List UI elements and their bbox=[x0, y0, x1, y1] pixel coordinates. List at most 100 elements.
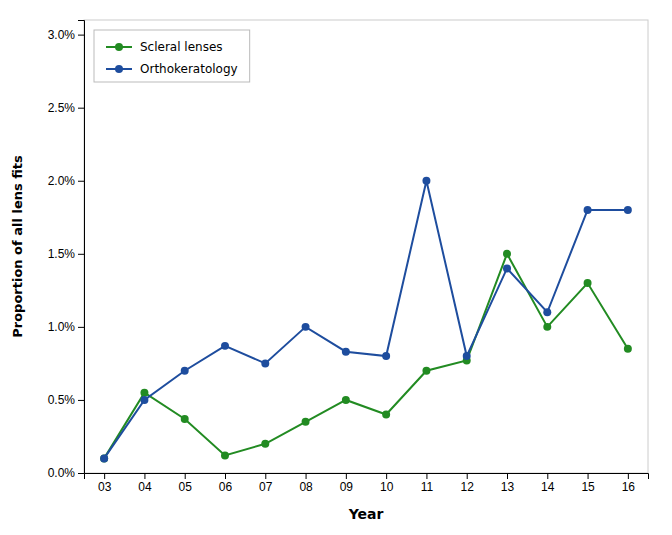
y-axis: 0.0% 0.5% 1.0% 1.5% 2.0% 2.5% 3.0% bbox=[48, 21, 85, 481]
y-tick-mark bbox=[78, 254, 84, 255]
x-tick-label: 09 bbox=[340, 480, 354, 494]
x-tick-mark bbox=[588, 473, 589, 479]
x-tick-mark bbox=[185, 473, 186, 479]
series-point bbox=[382, 352, 390, 360]
y-tick: 1.0% bbox=[48, 320, 84, 334]
y-tick: 0.0% bbox=[48, 466, 84, 480]
x-tick-mark bbox=[467, 473, 468, 479]
series-point bbox=[140, 389, 148, 397]
x-tick: 12 bbox=[461, 473, 475, 494]
x-tick-label: 12 bbox=[461, 480, 475, 494]
x-tick-label: 10 bbox=[380, 480, 394, 494]
series bbox=[100, 177, 632, 463]
series-point bbox=[503, 250, 511, 258]
y-tick-label: 1.0% bbox=[48, 320, 76, 334]
y-tick: 0.5% bbox=[48, 393, 84, 407]
legend-label: Orthokeratology bbox=[140, 62, 238, 76]
series-line bbox=[104, 181, 628, 459]
series-point bbox=[100, 454, 108, 462]
x-tick: 08 bbox=[299, 473, 313, 494]
legend-marker bbox=[115, 65, 123, 73]
series-point bbox=[302, 323, 310, 331]
x-tick-label: 04 bbox=[138, 480, 152, 494]
series-point bbox=[181, 415, 189, 423]
y-tick-mark bbox=[78, 181, 84, 182]
x-tick-label: 06 bbox=[219, 480, 233, 494]
y-tick-mark bbox=[78, 400, 84, 401]
x-tick-mark bbox=[547, 473, 548, 479]
series-point bbox=[422, 177, 430, 185]
x-tick: 13 bbox=[501, 473, 515, 494]
y-tick-mark bbox=[78, 327, 84, 328]
x-tick: 16 bbox=[622, 473, 636, 494]
y-axis-title: Proportion of all lens fits bbox=[10, 155, 25, 338]
x-tick-label: 14 bbox=[541, 480, 555, 494]
x-tick-label: 15 bbox=[581, 480, 595, 494]
series-point bbox=[302, 418, 310, 426]
x-tick: 09 bbox=[340, 473, 354, 494]
x-tick-label: 08 bbox=[299, 480, 313, 494]
x-tick: 05 bbox=[179, 473, 193, 494]
x-tick-mark bbox=[628, 473, 629, 479]
series-point bbox=[261, 440, 269, 448]
x-tick: 06 bbox=[219, 473, 233, 494]
series-point bbox=[342, 348, 350, 356]
x-tick-label: 07 bbox=[259, 480, 273, 494]
x-tick: 10 bbox=[380, 473, 394, 494]
y-axis-line bbox=[78, 21, 85, 474]
series-point bbox=[463, 352, 471, 360]
y-tick: 3.0% bbox=[48, 28, 84, 42]
x-tick-mark bbox=[265, 473, 266, 479]
y-tick-label: 2.5% bbox=[48, 101, 76, 115]
y-tick-label: 0.5% bbox=[48, 393, 76, 407]
series-point bbox=[181, 367, 189, 375]
y-tick: 2.0% bbox=[48, 174, 84, 188]
legend-item: Orthokeratology bbox=[106, 62, 238, 76]
x-tick-mark bbox=[225, 473, 226, 479]
x-axis: 03 04 05 06 07 08 09 10 11 12 13 14 15 16 bbox=[85, 473, 649, 494]
series-point bbox=[543, 308, 551, 316]
legend-label: Scleral lenses bbox=[140, 40, 223, 54]
y-tick-mark bbox=[78, 108, 84, 109]
series-point bbox=[624, 345, 632, 353]
y-tick-label: 3.0% bbox=[48, 28, 76, 42]
y-tick-label: 2.0% bbox=[48, 174, 76, 188]
series-point bbox=[422, 367, 430, 375]
series-point bbox=[624, 206, 632, 214]
x-tick: 11 bbox=[421, 473, 434, 494]
x-tick-mark bbox=[507, 473, 508, 479]
y-tick-label: 0.0% bbox=[48, 466, 76, 480]
series-point bbox=[584, 206, 592, 214]
x-tick-label: 13 bbox=[501, 480, 515, 494]
plot: 03 04 05 06 07 08 09 10 11 12 13 14 15 16 0.0% 0.5% 1.0%… bbox=[10, 20, 649, 522]
x-tick-mark bbox=[426, 473, 427, 479]
series-point bbox=[503, 264, 511, 272]
y-tick-label: 1.5% bbox=[48, 247, 76, 261]
x-tick-label: 11 bbox=[421, 480, 434, 494]
y-tick-mark bbox=[78, 473, 84, 474]
x-tick: 14 bbox=[541, 473, 555, 494]
legend: Scleral lenses Orthokeratology bbox=[94, 30, 250, 82]
plot-frame bbox=[84, 20, 648, 473]
marks bbox=[100, 177, 632, 463]
series-point bbox=[382, 411, 390, 419]
x-tick-label: 03 bbox=[98, 480, 112, 494]
series-point bbox=[100, 454, 108, 462]
y-tick: 1.5% bbox=[48, 247, 84, 261]
series-line bbox=[104, 254, 628, 459]
x-tick: 04 bbox=[138, 473, 152, 494]
legend-marker bbox=[115, 43, 123, 51]
x-tick: 03 bbox=[98, 473, 112, 494]
series bbox=[100, 250, 632, 463]
series-point bbox=[140, 396, 148, 404]
legend-box bbox=[94, 30, 250, 82]
legend-item: Scleral lenses bbox=[106, 40, 223, 54]
series-point bbox=[342, 396, 350, 404]
x-axis-line bbox=[85, 474, 649, 480]
x-tick-mark bbox=[104, 473, 105, 479]
chart: 03 04 05 06 07 08 09 10 11 12 13 14 15 16 0.0% 0.5% 1.0%… bbox=[0, 0, 672, 535]
x-tick-mark bbox=[306, 473, 307, 479]
series-point bbox=[221, 342, 229, 350]
x-tick-mark bbox=[346, 473, 347, 479]
series-point bbox=[261, 359, 269, 367]
